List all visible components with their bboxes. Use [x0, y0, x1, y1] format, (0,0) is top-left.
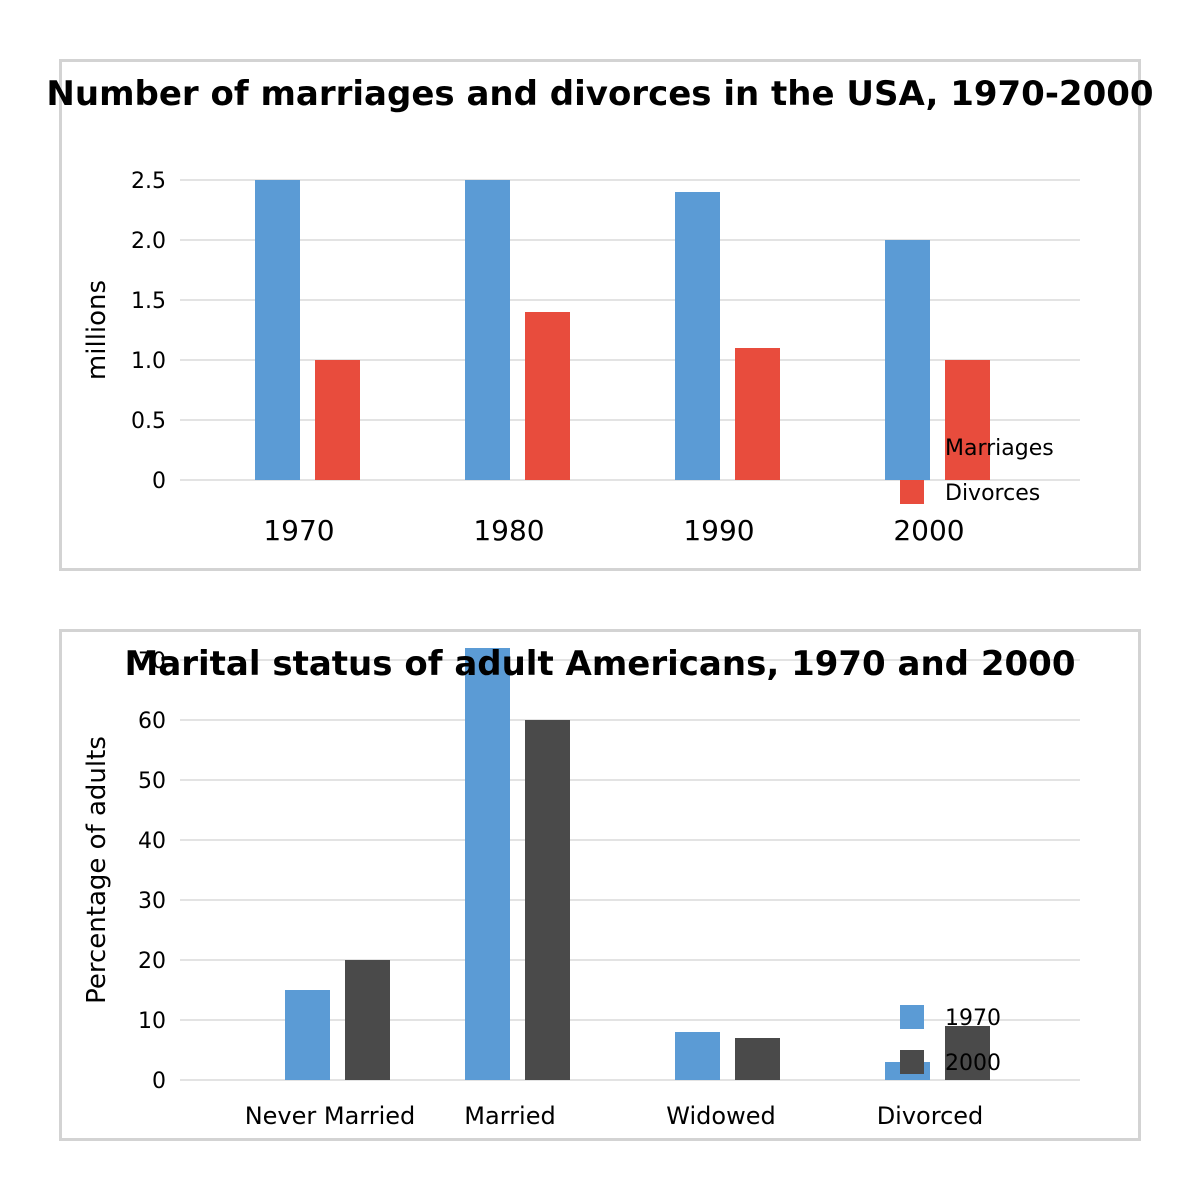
- marriages-y-tick-label: 1.5: [131, 289, 166, 314]
- marital-bar-1970: [465, 648, 510, 1080]
- marital-bar-2000: [735, 1038, 780, 1080]
- marital-bar-2000: [525, 720, 570, 1080]
- marriages-bar-divorces: [315, 360, 360, 480]
- marriages-y-tick-label: 2.0: [131, 229, 166, 254]
- marital-y-axis-label: Percentage of adults: [82, 736, 112, 1004]
- marriages-legend-label: Marriages: [945, 436, 1054, 461]
- marital-y-tick-label: 50: [138, 769, 166, 794]
- marital-y-tick-label: 20: [138, 949, 166, 974]
- marital-y-tick-label: 10: [138, 1009, 166, 1034]
- marriages-bar-marriages: [255, 180, 300, 480]
- marital-x-category-label: Never Married: [245, 1102, 416, 1130]
- marriages-divorces-chart-panel: [59, 59, 1141, 571]
- marital-y-tick-label: 70: [138, 649, 166, 674]
- marital-legend-swatch: [900, 1005, 924, 1029]
- marriages-legend-swatch: [900, 435, 924, 459]
- marriages-y-tick-label: 1.0: [131, 349, 166, 374]
- marital-y-tick-label: 30: [138, 889, 166, 914]
- marriages-legend-swatch: [900, 480, 924, 504]
- marital-legend-label: 2000: [945, 1051, 1001, 1076]
- marriages-bar-marriages: [675, 192, 720, 480]
- marriages-x-category-label: 2000: [893, 514, 964, 547]
- marital-legend-label: 1970: [945, 1006, 1001, 1031]
- marriages-y-tick-label: 2.5: [131, 169, 166, 194]
- marriages-y-axis-label: millions: [82, 280, 112, 380]
- marital-y-tick-label: 40: [138, 829, 166, 854]
- marital-bar-2000: [345, 960, 390, 1080]
- marital-bar-1970: [285, 990, 330, 1080]
- marital-legend-swatch: [900, 1050, 924, 1074]
- marriages-x-category-label: 1980: [473, 514, 544, 547]
- marital-chart-title: Marital status of adult Americans, 1970 …: [124, 644, 1075, 684]
- marital-x-category-label: Widowed: [666, 1102, 775, 1130]
- marriages-bar-divorces: [525, 312, 570, 480]
- marriages-y-tick-label: 0: [152, 469, 166, 494]
- marital-y-tick-label: 0: [152, 1069, 166, 1094]
- marriages-x-category-label: 1970: [263, 514, 334, 547]
- marriages-x-category-label: 1990: [683, 514, 754, 547]
- marital-bar-2000: [945, 1026, 990, 1080]
- marital-y-tick-label: 60: [138, 709, 166, 734]
- marital-x-category-label: Divorced: [877, 1102, 984, 1130]
- marriages-bar-marriages: [465, 180, 510, 480]
- marriages-chart-title: Number of marriages and divorces in the …: [46, 74, 1153, 114]
- marital-x-category-label: Married: [464, 1102, 555, 1130]
- marriages-bar-divorces: [735, 348, 780, 480]
- marriages-y-tick-label: 0.5: [131, 409, 166, 434]
- marriages-legend-label: Divorces: [945, 481, 1040, 506]
- marriages-bar-divorces: [945, 360, 990, 480]
- marital-bar-1970: [675, 1032, 720, 1080]
